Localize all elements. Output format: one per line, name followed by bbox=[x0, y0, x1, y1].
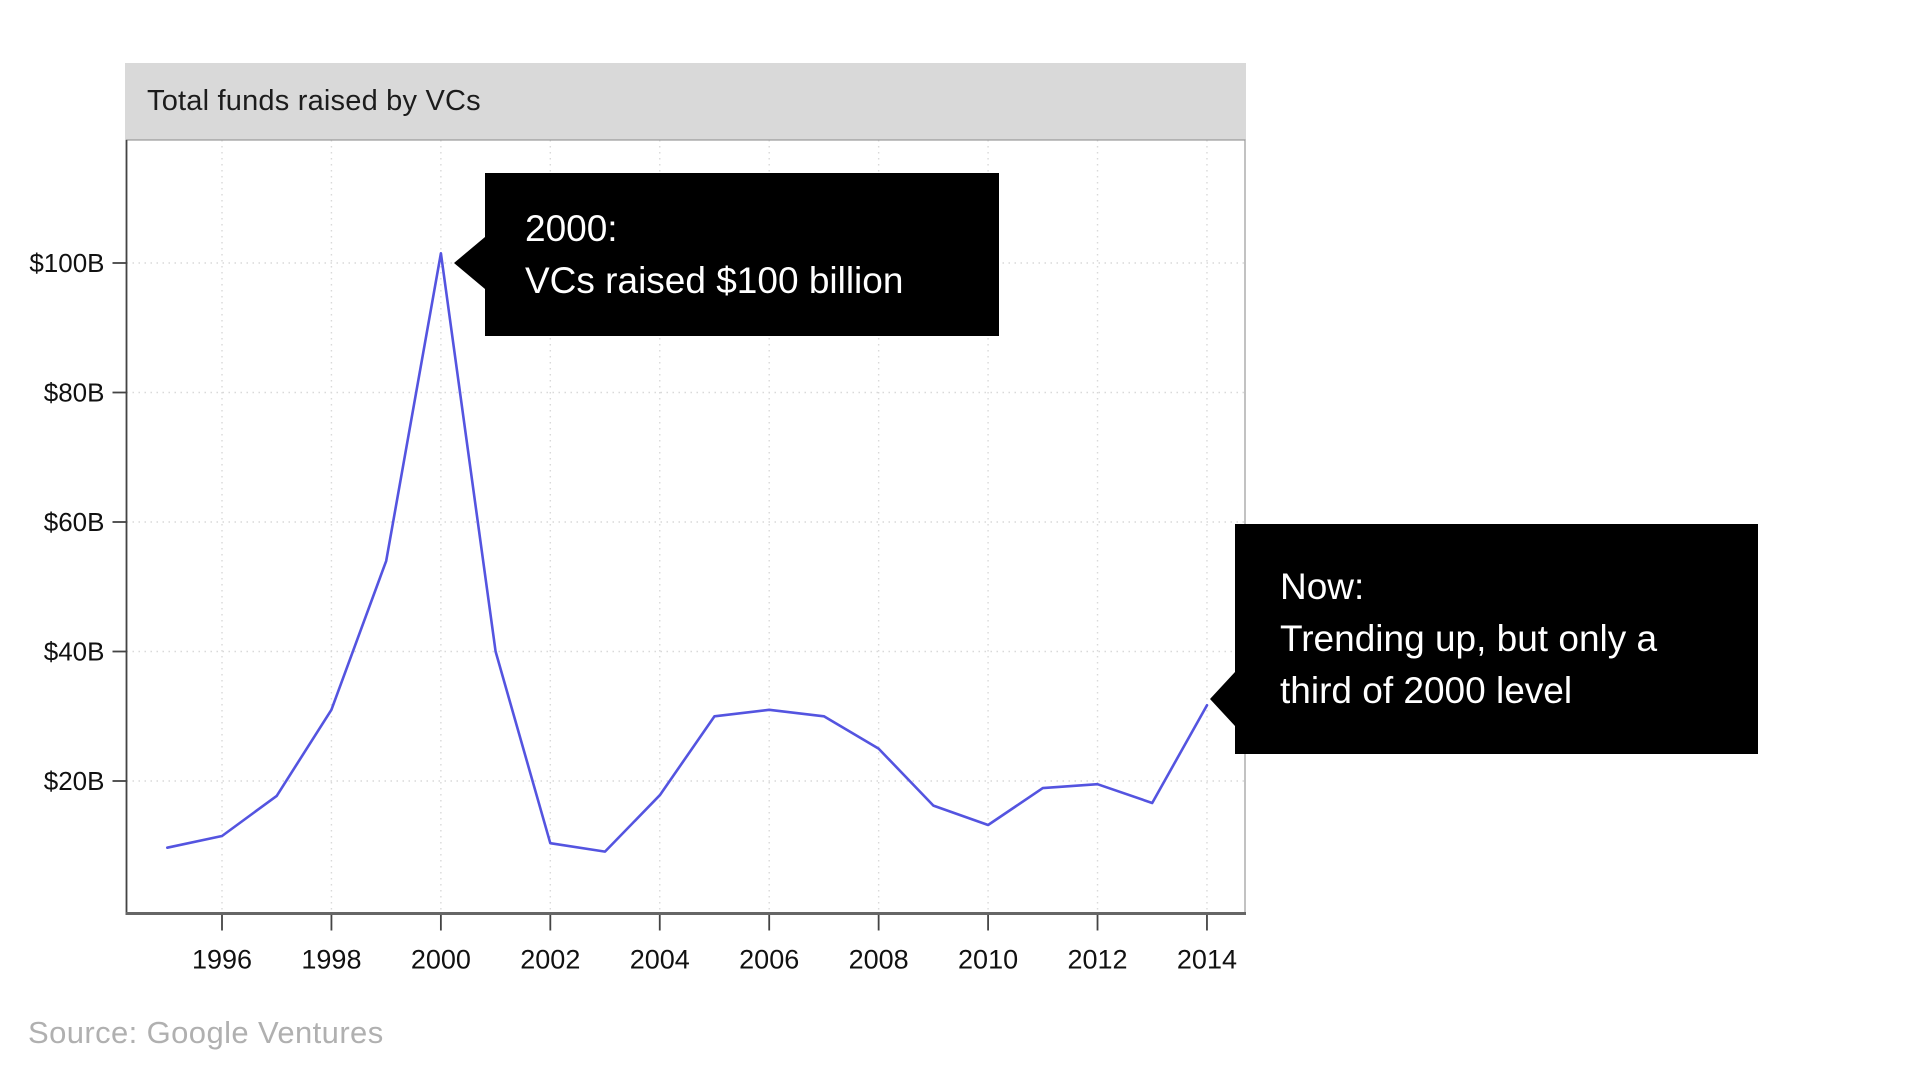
callout-heading: 2000: bbox=[525, 207, 618, 249]
x-tick-label: 2000 bbox=[411, 945, 471, 975]
tick-marks bbox=[112, 262, 1208, 931]
x-tick-label: 2006 bbox=[739, 945, 799, 975]
y-tick-label: $40B bbox=[44, 637, 105, 667]
chart-header: Total funds raised by VCs bbox=[125, 63, 1246, 140]
y-tick-label: $60B bbox=[44, 507, 105, 537]
x-tick-label: 1998 bbox=[301, 945, 361, 975]
callout-line: Trending up, but only a bbox=[1280, 618, 1658, 659]
x-tick-label: 2002 bbox=[520, 945, 580, 975]
x-tick-label: 2014 bbox=[1177, 945, 1237, 975]
x-tick-label: 2010 bbox=[958, 945, 1018, 975]
y-tick-label: $100B bbox=[29, 248, 104, 278]
callout-arrow-left-icon bbox=[1210, 672, 1235, 726]
chart-title: Total funds raised by VCs bbox=[147, 85, 481, 117]
y-tick-label: $20B bbox=[44, 766, 105, 796]
callout-2000-peak: 2000: VCs raised $100 billion bbox=[454, 173, 999, 336]
x-tick-label: 2012 bbox=[1067, 945, 1127, 975]
callout-line: VCs raised $100 billion bbox=[525, 259, 904, 301]
callout-now-trend: Now: Trending up, but only a third of 20… bbox=[1210, 524, 1758, 754]
funds-raised-line bbox=[166, 252, 1209, 853]
series bbox=[166, 252, 1209, 853]
source-note: Source: Google Ventures bbox=[28, 1015, 384, 1050]
x-tick-label: 2004 bbox=[630, 945, 690, 975]
x-tick-label: 1996 bbox=[192, 945, 252, 975]
y-tick-label: $80B bbox=[44, 378, 105, 408]
callout-arrow-left-icon bbox=[454, 237, 485, 289]
callout-heading: Now: bbox=[1280, 566, 1365, 607]
x-tick-label: 2008 bbox=[849, 945, 909, 975]
callout-line: third of 2000 level bbox=[1280, 670, 1573, 711]
tick-labels: $20B $40B $60B $80B $100B 1996 1998 2000 2002 200… bbox=[29, 248, 1237, 975]
